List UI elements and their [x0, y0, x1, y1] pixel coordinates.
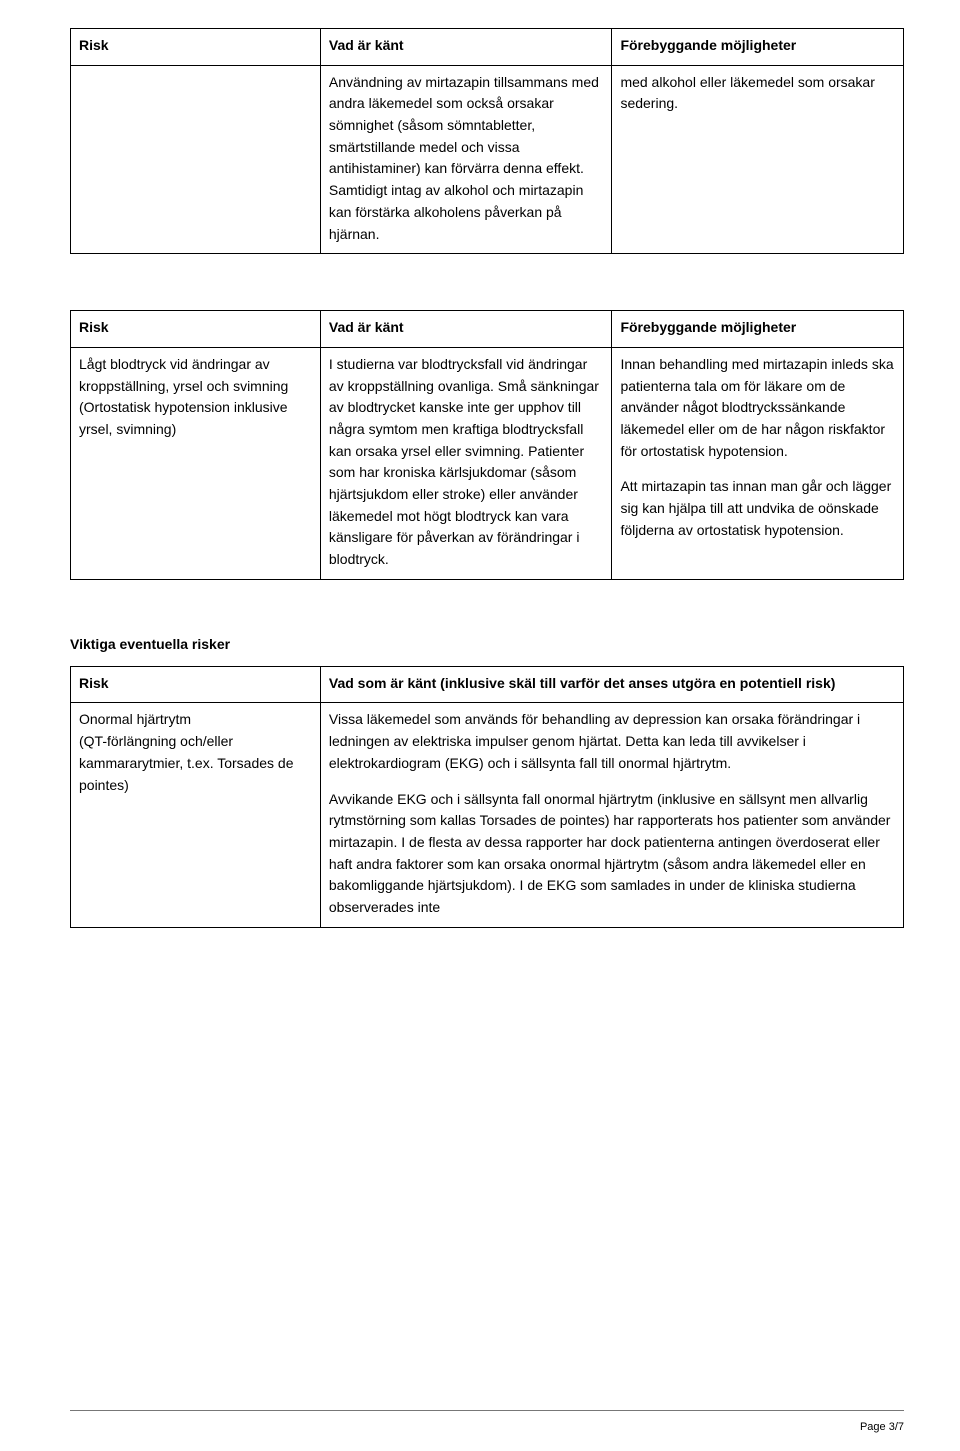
cell-known: I studierna var blodtrycksfall vid ändri… — [320, 347, 612, 579]
col-header-risk: Risk — [71, 666, 321, 703]
cell-known: Vissa läkemedel som används för behandli… — [320, 703, 903, 927]
page-number: Page 3/7 — [860, 1421, 904, 1433]
risk-table-1: Risk Vad är känt Förebyggande möjlighete… — [70, 28, 904, 254]
cell-text: Vissa läkemedel som används för behandli… — [329, 711, 860, 770]
cell-text: Innan behandling med mirtazapin inleds s… — [620, 356, 893, 459]
table-header-row: Risk Vad som är känt (inklusive skäl til… — [71, 666, 904, 703]
col-header-known: Vad är känt — [320, 311, 612, 348]
col-header-known: Vad är känt — [320, 29, 612, 66]
section-heading: Viktiga eventuella risker — [70, 636, 904, 652]
cell-text: Användning av mirtazapin tillsammans med… — [329, 74, 599, 242]
col-header-known: Vad som är känt (inklusive skäl till var… — [320, 666, 903, 703]
col-header-risk: Risk — [71, 311, 321, 348]
cell-text: Att mirtazapin tas innan man går och läg… — [620, 478, 891, 537]
cell-text: med alkohol eller läkemedel som orsakar … — [620, 74, 874, 112]
table-row: Onormal hjärtrytm (QT-förlängning och/el… — [71, 703, 904, 927]
cell-risk: Onormal hjärtrytm (QT-förlängning och/el… — [71, 703, 321, 927]
footer-divider — [70, 1410, 904, 1411]
cell-text: Onormal hjärtrytm (QT-förlängning och/el… — [79, 711, 293, 792]
cell-prevention: med alkohol eller läkemedel som orsakar … — [612, 65, 904, 254]
cell-risk — [71, 65, 321, 254]
col-header-prevention: Förebyggande möjligheter — [612, 29, 904, 66]
cell-text: Lågt blodtryck vid ändringar av kroppstä… — [79, 356, 288, 437]
cell-prevention: Innan behandling med mirtazapin inleds s… — [612, 347, 904, 579]
risk-table-2: Risk Vad är känt Förebyggande möjlighete… — [70, 310, 904, 580]
table-row: Användning av mirtazapin tillsammans med… — [71, 65, 904, 254]
table-header-row: Risk Vad är känt Förebyggande möjlighete… — [71, 311, 904, 348]
cell-text: Avvikande EKG och i sällsynta fall onorm… — [329, 791, 891, 915]
cell-text: I studierna var blodtrycksfall vid ändri… — [329, 356, 599, 567]
risk-table-3: Risk Vad som är känt (inklusive skäl til… — [70, 666, 904, 928]
cell-known: Användning av mirtazapin tillsammans med… — [320, 65, 612, 254]
cell-risk: Lågt blodtryck vid ändringar av kroppstä… — [71, 347, 321, 579]
col-header-prevention: Förebyggande möjligheter — [612, 311, 904, 348]
col-header-risk: Risk — [71, 29, 321, 66]
table-row: Lågt blodtryck vid ändringar av kroppstä… — [71, 347, 904, 579]
table-header-row: Risk Vad är känt Förebyggande möjlighete… — [71, 29, 904, 66]
